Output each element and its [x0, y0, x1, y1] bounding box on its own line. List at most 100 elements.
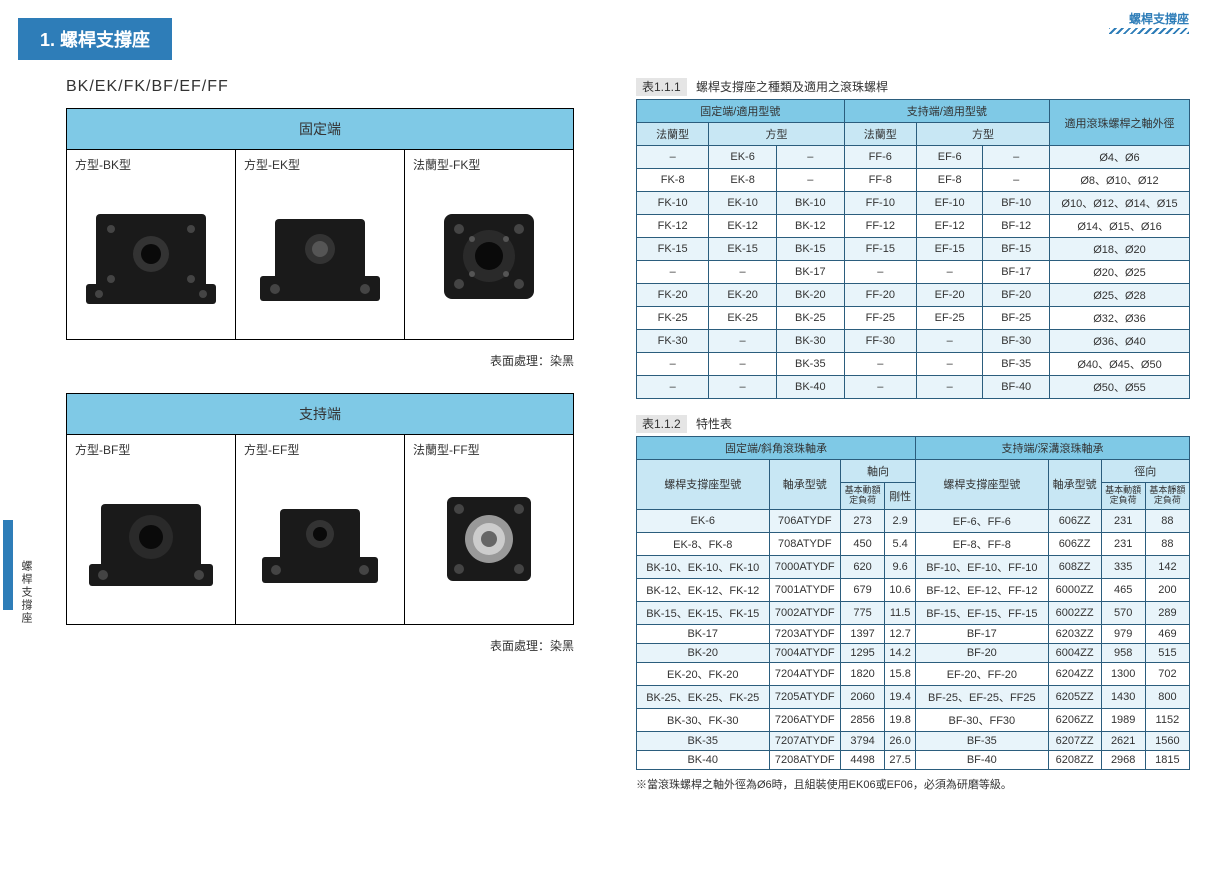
t2-h-dyn1: 基本動額定負荷: [840, 483, 884, 510]
table-cell: FF-15: [844, 238, 916, 261]
panel-cell: 方型-EK型: [236, 150, 405, 339]
table-cell: 88: [1145, 509, 1189, 532]
table-cell: EF-20: [916, 284, 983, 307]
table-cell: 335: [1101, 555, 1145, 578]
product-icon: [413, 464, 565, 614]
table-cell: 620: [840, 555, 884, 578]
table-cell: 3794: [840, 731, 884, 750]
panel-support: 支持端 方型-BF型方型-EF型法蘭型-FF型: [66, 393, 574, 625]
table-cell: 6000ZZ: [1048, 578, 1101, 601]
table-cell: 6207ZZ: [1048, 731, 1101, 750]
table-cell: EK-6: [709, 146, 777, 169]
table-cell: BK-25、EK-25、FK-25: [637, 685, 770, 708]
table-cell: FF-25: [844, 307, 916, 330]
t2-h-model2: 螺桿支撐座型號: [916, 460, 1049, 510]
table-cell: –: [983, 146, 1050, 169]
table-cell: 515: [1145, 643, 1189, 662]
table-cell: BF-35: [983, 353, 1050, 376]
table-cell: –: [916, 330, 983, 353]
table-cell: BK-15、EK-15、FK-15: [637, 601, 770, 624]
table-cell: EK-6: [637, 509, 770, 532]
table-cell: Ø32、Ø36: [1050, 307, 1190, 330]
table-cell: BF-25、EF-25、FF25: [916, 685, 1049, 708]
table-cell: 26.0: [885, 731, 916, 750]
table-cell: 12.7: [885, 624, 916, 643]
table-cell: BK-10: [776, 192, 844, 215]
table-cell: 19.8: [885, 708, 916, 731]
table-cell: 7204ATYDF: [769, 662, 840, 685]
table-cell: BK-17: [776, 261, 844, 284]
table-cell: EF-25: [916, 307, 983, 330]
table-cell: 702: [1145, 662, 1189, 685]
product-icon: [244, 179, 396, 329]
table-cell: 979: [1101, 624, 1145, 643]
table-cell: EK-20、FK-20: [637, 662, 770, 685]
t2-h-rigid: 剛性: [885, 483, 916, 510]
table-cell: 6002ZZ: [1048, 601, 1101, 624]
table-cell: BF-17: [916, 624, 1049, 643]
table-cell: BK-35: [776, 353, 844, 376]
table-row: FK-20EK-20BK-20FF-20EF-20BF-20Ø25、Ø28: [637, 284, 1190, 307]
table-cell: EK-8、FK-8: [637, 532, 770, 555]
table-cell: BK-30: [776, 330, 844, 353]
t2-h-radial: 徑向: [1101, 460, 1189, 483]
table-row: BK-357207ATYDF379426.0BF-356207ZZ2621156…: [637, 731, 1190, 750]
table-cell: –: [916, 376, 983, 399]
table-cell: 7004ATYDF: [769, 643, 840, 662]
product-icon: [75, 179, 227, 329]
t1-h-flange1: 法蘭型: [637, 123, 709, 146]
t2-h-bearing2: 軸承型號: [1048, 460, 1101, 510]
table-row: BK-30、FK-307206ATYDF285619.8BF-30、FF3062…: [637, 708, 1190, 731]
table-cell: 606ZZ: [1048, 532, 1101, 555]
table-cell: EF-8、FF-8: [916, 532, 1049, 555]
table-cell: 6205ZZ: [1048, 685, 1101, 708]
table-cell: EK-20: [709, 284, 777, 307]
table-cell: 1300: [1101, 662, 1145, 685]
table-cell: 289: [1145, 601, 1189, 624]
table-row: BK-207004ATYDF129514.2BF-206004ZZ958515: [637, 643, 1190, 662]
table-cell: –: [637, 353, 709, 376]
table-row: FK-15EK-15BK-15FF-15EF-15BF-15Ø18、Ø20: [637, 238, 1190, 261]
table-cell: 10.6: [885, 578, 916, 601]
table-cell: 88: [1145, 532, 1189, 555]
table-cell: 708ATYDF: [769, 532, 840, 555]
table-row: BK-407208ATYDF449827.5BF-406208ZZ2968181…: [637, 750, 1190, 769]
table-cell: 4498: [840, 750, 884, 769]
table-cell: EF-20、FF-20: [916, 662, 1049, 685]
table-cell: 27.5: [885, 750, 916, 769]
table-cell: 6004ZZ: [1048, 643, 1101, 662]
table-cell: 7002ATYDF: [769, 601, 840, 624]
table-cell: –: [844, 376, 916, 399]
table-cell: BF-10、EF-10、FF-10: [916, 555, 1049, 578]
table-cell: BK-12: [776, 215, 844, 238]
panel-fixed: 固定端 方型-BK型方型-EK型法蘭型-FK型: [66, 108, 574, 340]
t2-h-dyn2: 基本動額定負荷: [1101, 483, 1145, 510]
product-icon: [244, 464, 396, 614]
table-cell: FF-6: [844, 146, 916, 169]
table-cell: 7203ATYDF: [769, 624, 840, 643]
table-cell: EK-12: [709, 215, 777, 238]
table-cell: BK-25: [776, 307, 844, 330]
table-cell: BK-17: [637, 624, 770, 643]
table2: 固定端/斜角滾珠軸承 支持端/深溝滾珠軸承 螺桿支撐座型號 軸承型號 軸向 螺桿…: [636, 436, 1190, 770]
table-cell: 6206ZZ: [1048, 708, 1101, 731]
table-cell: BF-15: [983, 238, 1050, 261]
table-cell: EF-6、FF-6: [916, 509, 1049, 532]
side-tab: [3, 520, 13, 610]
table-cell: 2856: [840, 708, 884, 731]
table-cell: Ø36、Ø40: [1050, 330, 1190, 353]
table-cell: –: [916, 353, 983, 376]
table-cell: BK-12、EK-12、FK-12: [637, 578, 770, 601]
panel-cell: 法蘭型-FF型: [405, 435, 573, 624]
table-cell: FF-12: [844, 215, 916, 238]
table-cell: 1560: [1145, 731, 1189, 750]
table-cell: BF-30: [983, 330, 1050, 353]
table1-caption: 表1.1.1 螺桿支撐座之種類及適用之滾珠螺桿: [636, 78, 1190, 95]
table-cell: 2.9: [885, 509, 916, 532]
table-cell: –: [776, 146, 844, 169]
table-cell: FK-15: [637, 238, 709, 261]
t2-h-support: 支持端/深溝滾珠軸承: [916, 437, 1190, 460]
table-row: FK-25EK-25BK-25FF-25EF-25BF-25Ø32、Ø36: [637, 307, 1190, 330]
table-cell: BF-10: [983, 192, 1050, 215]
table-row: EK-20、FK-207204ATYDF182015.8EF-20、FF-206…: [637, 662, 1190, 685]
